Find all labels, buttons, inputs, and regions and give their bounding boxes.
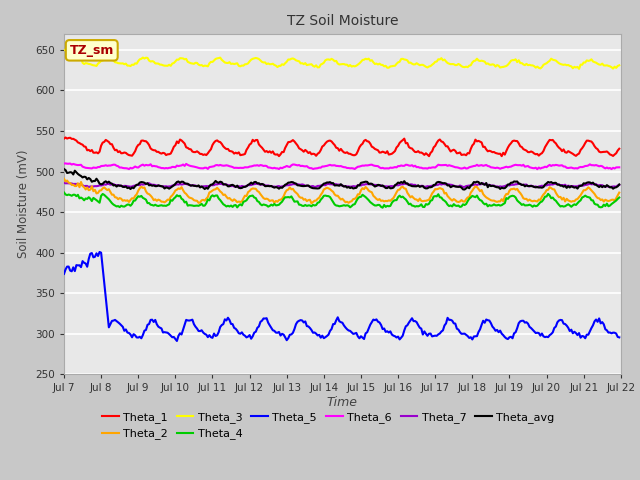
X-axis label: Time: Time	[327, 396, 358, 409]
Y-axis label: Soil Moisture (mV): Soil Moisture (mV)	[17, 150, 29, 258]
Legend: Theta_1, Theta_2, Theta_3, Theta_4, Theta_5, Theta_6, Theta_7, Theta_avg: Theta_1, Theta_2, Theta_3, Theta_4, Thet…	[97, 408, 559, 444]
Text: TZ_sm: TZ_sm	[70, 44, 114, 57]
Title: TZ Soil Moisture: TZ Soil Moisture	[287, 14, 398, 28]
